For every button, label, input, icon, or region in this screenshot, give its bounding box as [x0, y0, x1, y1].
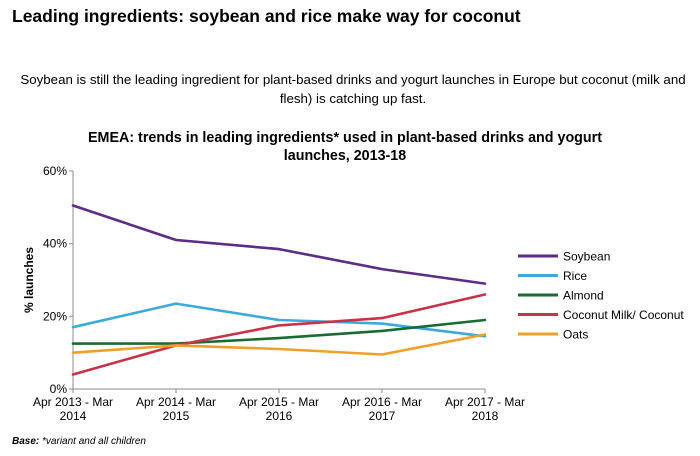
legend-label-rice: Rice	[563, 269, 587, 283]
x-tick-label: Apr 2016 - Mar 2017	[342, 395, 422, 423]
footnote: Base: *variant and all children	[12, 436, 146, 447]
legend-label-soybean: Soybean	[563, 250, 610, 264]
y-tick-label: 60%	[43, 164, 67, 178]
y-axis-title: % launches	[22, 247, 36, 313]
chart-title: EMEA: trends in leading ingredients* use…	[88, 130, 602, 164]
series-line-coconut-milk-coconut	[71, 293, 487, 376]
footnote-label: Base:	[12, 436, 40, 447]
y-tick-label: 40%	[43, 237, 67, 251]
chart-series	[71, 204, 487, 376]
y-tick-label: 20%	[43, 309, 67, 323]
legend-label-coconut-milk-coconut: Coconut Milk/ Coconut	[563, 308, 684, 322]
x-tick-label: Apr 2015 - Mar 2016	[239, 395, 319, 423]
x-tick-label: Apr 2013 - Mar 2014	[33, 395, 113, 423]
series-line-soybean	[71, 204, 487, 285]
chart-legend: Soybean Rice Almond Coconut Milk/ Coconut Oa…	[518, 250, 684, 342]
chart-axes: 0% 20% 40% 60% % launches Apr 2013 - Mar 2014 A…	[22, 164, 525, 423]
series-line-oats	[71, 333, 487, 356]
footnote-text: *variant and all children	[42, 436, 146, 447]
y-tick-label: 0%	[50, 382, 68, 396]
x-tick-label: Apr 2017 - Mar 2018	[445, 395, 525, 423]
x-tick-label: Apr 2014 - Mar 2015	[136, 395, 216, 423]
page-subtitle: Soybean is still the leading ingredient …	[20, 72, 686, 106]
page-title: Leading ingredients: soybean and rice ma…	[12, 6, 521, 26]
legend-label-almond: Almond	[563, 289, 604, 303]
legend-label-oats: Oats	[563, 328, 588, 342]
series-line-almond	[71, 318, 487, 345]
